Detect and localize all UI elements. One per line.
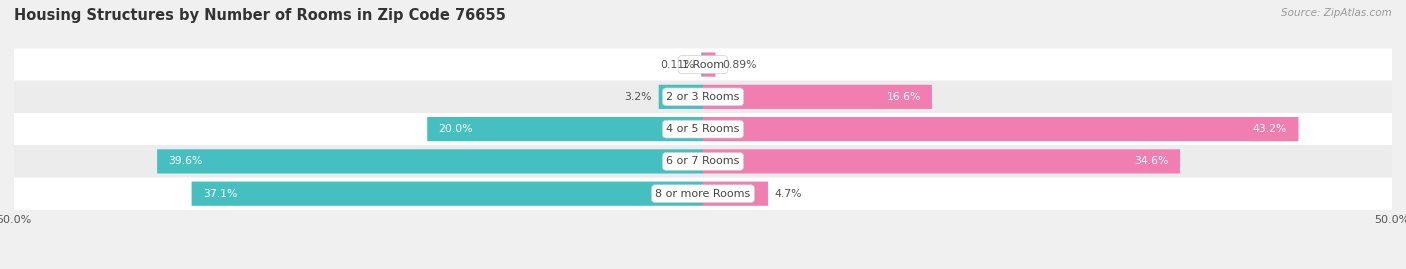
FancyBboxPatch shape	[157, 149, 703, 174]
Text: 4.7%: 4.7%	[775, 189, 803, 199]
Text: 2 or 3 Rooms: 2 or 3 Rooms	[666, 92, 740, 102]
Text: 6 or 7 Rooms: 6 or 7 Rooms	[666, 156, 740, 167]
FancyBboxPatch shape	[14, 113, 1392, 145]
FancyBboxPatch shape	[703, 149, 1180, 174]
FancyBboxPatch shape	[14, 81, 1392, 113]
FancyBboxPatch shape	[14, 145, 1392, 178]
FancyBboxPatch shape	[702, 52, 703, 77]
Text: 0.89%: 0.89%	[723, 59, 756, 70]
Text: 37.1%: 37.1%	[202, 189, 238, 199]
Text: Housing Structures by Number of Rooms in Zip Code 76655: Housing Structures by Number of Rooms in…	[14, 8, 506, 23]
Text: 43.2%: 43.2%	[1253, 124, 1288, 134]
FancyBboxPatch shape	[14, 178, 1392, 210]
FancyBboxPatch shape	[191, 182, 703, 206]
FancyBboxPatch shape	[703, 52, 716, 77]
Text: 8 or more Rooms: 8 or more Rooms	[655, 189, 751, 199]
Text: 1 Room: 1 Room	[682, 59, 724, 70]
FancyBboxPatch shape	[703, 85, 932, 109]
FancyBboxPatch shape	[14, 48, 1392, 81]
Text: 34.6%: 34.6%	[1135, 156, 1168, 167]
Text: Source: ZipAtlas.com: Source: ZipAtlas.com	[1281, 8, 1392, 18]
Text: 4 or 5 Rooms: 4 or 5 Rooms	[666, 124, 740, 134]
FancyBboxPatch shape	[658, 85, 703, 109]
FancyBboxPatch shape	[703, 182, 768, 206]
Text: 39.6%: 39.6%	[169, 156, 202, 167]
FancyBboxPatch shape	[703, 117, 1299, 141]
FancyBboxPatch shape	[427, 117, 703, 141]
Text: 16.6%: 16.6%	[886, 92, 921, 102]
Text: 0.11%: 0.11%	[659, 59, 695, 70]
Text: 3.2%: 3.2%	[624, 92, 652, 102]
Text: 20.0%: 20.0%	[439, 124, 472, 134]
